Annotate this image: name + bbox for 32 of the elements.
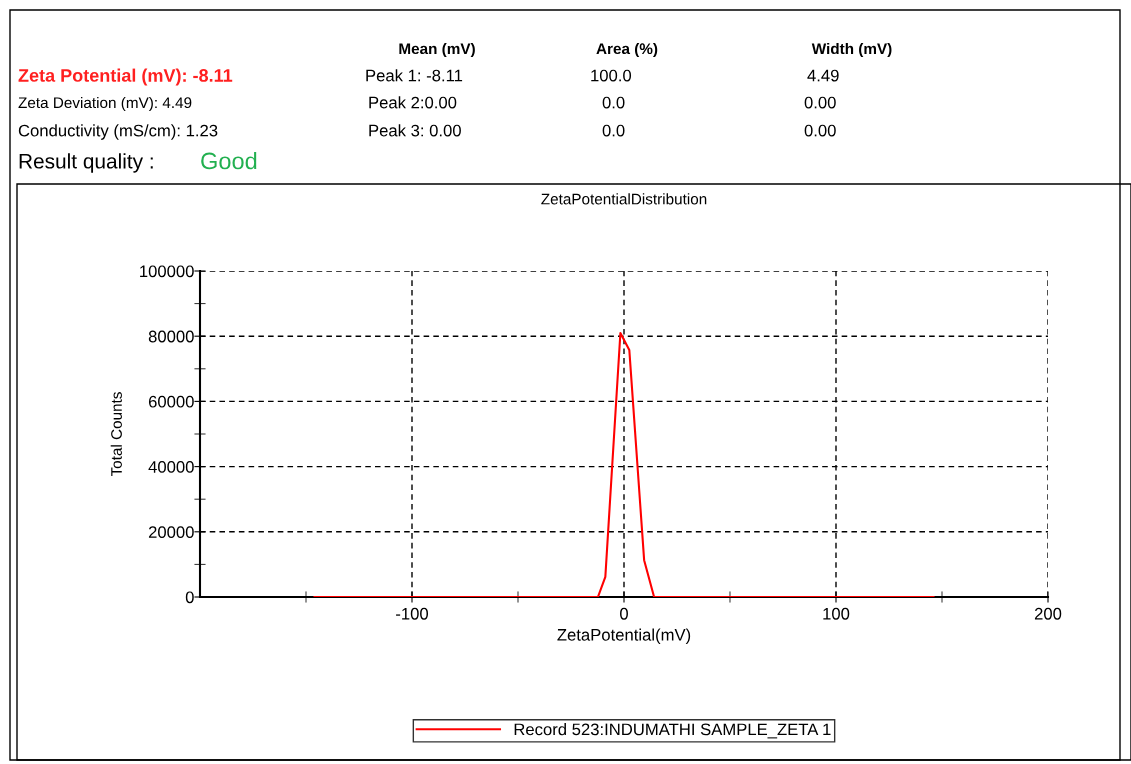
y-tick-label: 80000 (148, 330, 194, 343)
text: Peak 2:0.00 (369, 96, 457, 109)
text: Zeta Deviation (mV): 4.49 (18, 96, 192, 112)
text: 0.0 (602, 96, 625, 109)
y-tick-label: 40000 (148, 461, 194, 473)
x-axis-title: ZetaPotential(mV) (557, 628, 691, 645)
text: Result quality : (19, 153, 153, 173)
text: Good (201, 152, 257, 170)
legend-label: Record 523:INDUMATHI SAMPLE_ZETA 1 (514, 723, 831, 739)
y-tick-label: 20000 (148, 526, 194, 538)
text: 0.0 (602, 124, 625, 137)
text: Peak 3: 0.00 (369, 124, 461, 137)
text: 0.00 (804, 96, 836, 109)
x-tick-label: -100 (396, 607, 429, 620)
text: Conductivity (mS/cm): 1.23 (18, 124, 218, 140)
y-tick-label: 60000 (148, 395, 194, 408)
line-series (313, 331, 935, 597)
text: Peak 1: -8.11 (366, 69, 463, 82)
x-tick-label: 200 (1034, 607, 1062, 620)
text: 4.49 (807, 69, 839, 82)
y-axis-title: Total Counts (110, 392, 122, 477)
x-tick-label: 0 (620, 607, 628, 620)
text: Zeta Potential (mV): -8.11 (18, 68, 233, 86)
text: 100.0 (591, 69, 632, 82)
text: 0.00 (804, 124, 836, 137)
y-tick-label: 0 (185, 591, 194, 604)
chart-title: ZetaPotentialDistribution (541, 193, 707, 205)
x-tick-label: 100 (823, 607, 850, 620)
text: Mean (mV) (399, 42, 475, 58)
y-tick-label: 100000 (140, 265, 194, 278)
text: Area (%) (596, 42, 658, 58)
text: Width (mV) (811, 42, 892, 58)
